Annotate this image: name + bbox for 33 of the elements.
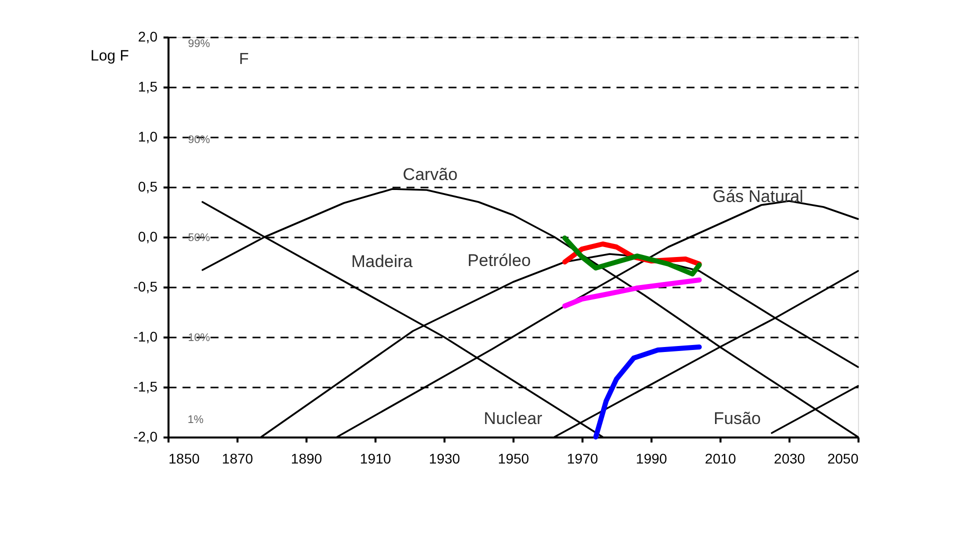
annotation: 10% — [188, 332, 210, 344]
y-tick-label: 0,5 — [138, 178, 158, 194]
annotation: 99% — [188, 38, 210, 50]
x-tick-label: 1990 — [636, 450, 668, 466]
x-tick-label: 1970 — [566, 450, 598, 466]
annotation: 50% — [188, 232, 210, 244]
x-tick-label: 1930 — [428, 450, 460, 466]
annotation: 90% — [188, 134, 210, 146]
x-tick-label: 1910 — [360, 450, 392, 466]
y-tick-label: 1,0 — [138, 128, 158, 144]
y-tick-label: 1,5 — [138, 78, 158, 94]
x-tick-label: 2030 — [774, 450, 806, 466]
series-label: Petróleo — [468, 251, 531, 270]
x-tick-label: 1890 — [290, 450, 322, 466]
series-label: Gás Natural — [712, 187, 804, 206]
series-label: Nuclear — [484, 409, 543, 428]
annotation: 1% — [188, 414, 204, 426]
x-tick-label: 1870 — [222, 450, 254, 466]
series-label: Madeira — [351, 252, 414, 271]
y-tick-label: -0,5 — [133, 278, 158, 294]
y-tick-label: 2,0 — [138, 28, 158, 44]
annotation: F — [239, 51, 250, 68]
y-axis-title: Log F — [90, 48, 129, 64]
y-tick-label: -2,0 — [133, 428, 158, 444]
y-tick-label: -1,5 — [133, 378, 158, 394]
series-label: Fusão — [714, 409, 761, 428]
x-tick-label: 2010 — [704, 450, 736, 466]
y-tick-label: -1,0 — [133, 328, 158, 344]
x-tick-label: 2050 — [827, 450, 859, 466]
x-tick-label: 1950 — [498, 450, 530, 466]
y-tick-label: 0,0 — [138, 228, 158, 244]
x-tick-label: 1850 — [168, 450, 200, 466]
series-label: Carvão — [402, 165, 458, 184]
